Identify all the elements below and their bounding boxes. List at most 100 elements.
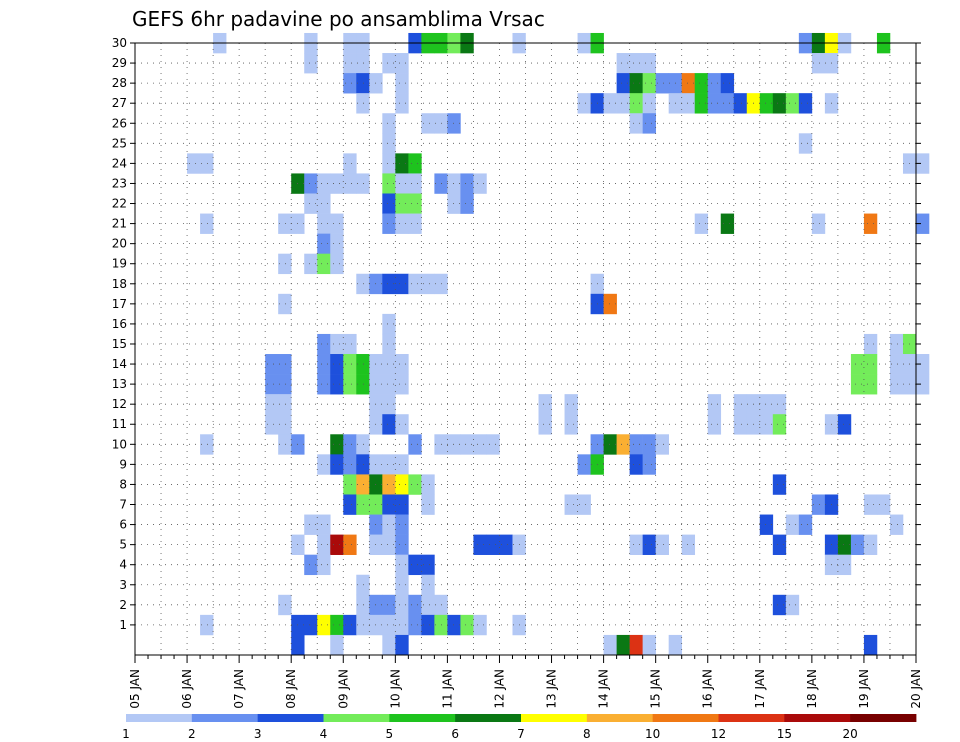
y-tick-label: 16	[112, 317, 127, 331]
heatmap-cell	[538, 394, 552, 415]
heatmap-cell	[382, 173, 396, 194]
heatmap-cell	[382, 273, 396, 295]
y-tick-label: 5	[119, 538, 127, 552]
y-tick-label: 4	[119, 558, 127, 572]
heatmap-cell	[863, 634, 878, 656]
heatmap-cell	[629, 113, 643, 134]
y-tick-label: 10	[112, 437, 127, 451]
heatmap-cell	[655, 534, 669, 555]
y-tick-label: 19	[112, 257, 127, 271]
heatmap-cell	[447, 193, 461, 214]
heatmap-cell	[616, 434, 630, 455]
heatmap-cell	[395, 213, 409, 234]
x-axis: 05 JAN 06 JAN 07 JAN 08 JAN 09 JAN 10 JAN 11 J…	[128, 655, 923, 709]
heatmap-cell	[317, 333, 331, 355]
heatmap-cell	[421, 113, 435, 134]
heatmap-cell	[850, 534, 865, 555]
heatmap-cell	[642, 534, 656, 555]
x-tick-label: 16 JAN	[701, 669, 715, 709]
heatmap-cell	[889, 333, 904, 355]
heatmap-cell	[317, 253, 331, 275]
heatmap-cell	[395, 454, 409, 475]
heatmap-cell	[343, 354, 357, 375]
heatmap-cell	[330, 253, 344, 275]
heatmap-cell	[343, 333, 357, 355]
heatmap-cell	[694, 93, 709, 114]
heatmap-cell	[317, 173, 331, 194]
colorbar-label: 8	[583, 727, 591, 741]
heatmap-cell	[421, 594, 435, 616]
heatmap-cell	[356, 93, 370, 114]
heatmap-cell	[863, 374, 878, 395]
colorbar-label: 12	[711, 727, 726, 741]
heatmap-cell	[395, 173, 409, 194]
y-tick-label: 18	[112, 277, 127, 291]
heatmap-cell	[395, 534, 409, 555]
heatmap-cell	[642, 434, 656, 455]
y-tick-label: 30	[112, 36, 127, 50]
heatmap-cell	[343, 53, 357, 74]
heatmap-cell	[655, 73, 669, 94]
heatmap-cell	[916, 354, 930, 375]
x-tick-label: 07 JAN	[232, 669, 246, 709]
heatmap-cell	[772, 93, 787, 114]
heatmap-cell	[538, 414, 552, 435]
heatmap-cell	[473, 434, 487, 455]
heatmap-cell	[408, 474, 422, 495]
colorbar-label: 15	[777, 727, 792, 741]
x-tick-label: 09 JAN	[336, 669, 350, 709]
heatmap-cell	[304, 614, 318, 636]
y-tick-label: 11	[112, 417, 127, 431]
heatmap-cell	[356, 614, 370, 636]
colorbar-swatch	[455, 714, 522, 722]
heatmap-cell	[395, 73, 409, 94]
heatmap-cell	[889, 354, 904, 375]
heatmap-cell	[382, 614, 396, 636]
y-tick-label: 9	[119, 457, 127, 471]
heatmap-cell	[382, 113, 396, 134]
heatmap-cell	[382, 394, 396, 415]
heatmap-cell	[304, 173, 318, 194]
heatmap-cell	[460, 434, 474, 455]
heatmap-cell	[733, 93, 748, 114]
heatmap-cell	[421, 273, 435, 295]
heatmap-cell	[629, 53, 643, 74]
heatmap-cell	[629, 434, 643, 455]
x-tick-label: 17 JAN	[753, 669, 767, 709]
colorbar-label: 7	[517, 727, 525, 741]
heatmap-cell	[304, 514, 318, 535]
heatmap-cell	[356, 434, 370, 455]
heatmap-cell	[889, 514, 904, 535]
y-tick-label: 6	[119, 518, 127, 532]
x-tick-label: 06 JAN	[180, 669, 194, 709]
heatmap-cell	[317, 614, 331, 636]
heatmap-cell	[356, 173, 370, 194]
heatmap-cell	[330, 354, 344, 375]
y-tick-label: 13	[112, 377, 127, 391]
colorbar-swatch	[389, 714, 456, 722]
heatmap-cell	[707, 414, 722, 435]
heatmap-cell	[278, 374, 292, 395]
chart-title: GEFS 6hr padavine po ansamblima Vrsac	[132, 7, 545, 31]
heatmap-cell	[382, 514, 396, 535]
heatmap-cell	[304, 253, 318, 275]
y-tick-label: 29	[112, 56, 127, 70]
heatmap-cell	[850, 374, 865, 395]
heatmap-cell	[278, 253, 292, 275]
x-tick-label: 05 JAN	[128, 669, 142, 709]
heatmap-cell	[304, 193, 318, 214]
heatmap-cell	[382, 414, 396, 435]
heatmap-cell	[629, 93, 643, 114]
heatmap-cell	[200, 434, 214, 455]
heatmap-cell	[343, 374, 357, 395]
heatmap-cell	[278, 354, 292, 375]
heatmap-cell	[317, 514, 331, 535]
colorbar-label: 5	[386, 727, 394, 741]
heatmap-cell	[772, 414, 787, 435]
y-tick-label: 14	[112, 357, 127, 371]
x-tick-label: 14 JAN	[597, 669, 611, 709]
heatmap-cell	[798, 514, 813, 535]
heatmap-cell	[330, 454, 344, 475]
heatmap-cell	[863, 494, 878, 515]
heatmap-cell	[317, 554, 331, 576]
